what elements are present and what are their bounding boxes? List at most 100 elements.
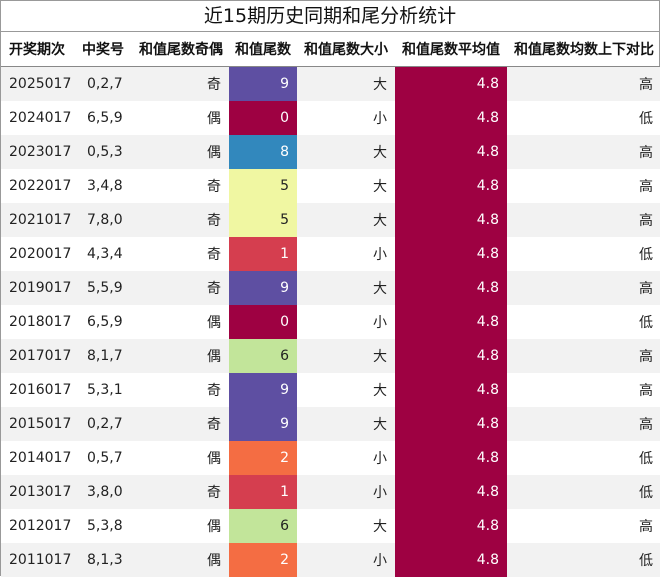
- header-average: 和值尾数平均值: [395, 32, 507, 67]
- cell-average: 4.8: [395, 135, 507, 169]
- cell-big-small: 大: [297, 271, 395, 305]
- cell-compare: 低: [507, 475, 660, 509]
- cell-average: 4.8: [395, 475, 507, 509]
- cell-tail: 8: [229, 135, 297, 169]
- cell-average: 4.8: [395, 373, 507, 407]
- cell-number: 8,1,7: [73, 339, 133, 373]
- cell-average: 4.8: [395, 203, 507, 237]
- cell-number: 0,5,7: [73, 441, 133, 475]
- cell-big-small: 大: [297, 373, 395, 407]
- cell-odd-even: 偶: [133, 543, 229, 577]
- cell-tail: 1: [229, 237, 297, 271]
- cell-tail: 2: [229, 543, 297, 577]
- table-row: 2015017 0,2,7 奇 9 大 4.8 高: [1, 407, 660, 441]
- cell-odd-even: 奇: [133, 66, 229, 101]
- cell-number: 6,5,9: [73, 305, 133, 339]
- cell-number: 8,1,3: [73, 543, 133, 577]
- cell-average: 4.8: [395, 237, 507, 271]
- cell-odd-even: 奇: [133, 407, 229, 441]
- cell-tail: 9: [229, 407, 297, 441]
- cell-number: 6,5,9: [73, 101, 133, 135]
- cell-odd-even: 偶: [133, 441, 229, 475]
- cell-number: 3,8,0: [73, 475, 133, 509]
- cell-tail: 1: [229, 475, 297, 509]
- table-row: 2017017 8,1,7 偶 6 大 4.8 高: [1, 339, 660, 373]
- cell-compare: 高: [507, 373, 660, 407]
- table-row: 2020017 4,3,4 奇 1 小 4.8 低: [1, 237, 660, 271]
- table-row: 2016017 5,3,1 奇 9 大 4.8 高: [1, 373, 660, 407]
- cell-number: 5,5,9: [73, 271, 133, 305]
- cell-odd-even: 偶: [133, 509, 229, 543]
- cell-issue: 2011017: [1, 543, 73, 577]
- cell-big-small: 大: [297, 407, 395, 441]
- cell-compare: 高: [507, 271, 660, 305]
- cell-tail: 9: [229, 66, 297, 101]
- cell-issue: 2017017: [1, 339, 73, 373]
- header-issue: 开奖期次: [1, 32, 73, 67]
- cell-big-small: 小: [297, 237, 395, 271]
- cell-big-small: 大: [297, 66, 395, 101]
- table-row: 2014017 0,5,7 偶 2 小 4.8 低: [1, 441, 660, 475]
- table-title: 近15期历史同期和尾分析统计: [1, 1, 659, 32]
- table-row: 2011017 8,1,3 偶 2 小 4.8 低: [1, 543, 660, 577]
- cell-odd-even: 奇: [133, 203, 229, 237]
- cell-tail: 9: [229, 271, 297, 305]
- cell-odd-even: 偶: [133, 135, 229, 169]
- cell-average: 4.8: [395, 339, 507, 373]
- cell-big-small: 大: [297, 169, 395, 203]
- cell-compare: 低: [507, 543, 660, 577]
- cell-compare: 低: [507, 237, 660, 271]
- cell-number: 7,8,0: [73, 203, 133, 237]
- cell-issue: 2012017: [1, 509, 73, 543]
- cell-odd-even: 偶: [133, 339, 229, 373]
- table-row: 2022017 3,4,8 奇 5 大 4.8 高: [1, 169, 660, 203]
- cell-issue: 2020017: [1, 237, 73, 271]
- cell-big-small: 大: [297, 339, 395, 373]
- cell-issue: 2021017: [1, 203, 73, 237]
- cell-compare: 低: [507, 441, 660, 475]
- cell-issue: 2022017: [1, 169, 73, 203]
- cell-odd-even: 偶: [133, 101, 229, 135]
- cell-big-small: 小: [297, 543, 395, 577]
- cell-issue: 2019017: [1, 271, 73, 305]
- cell-odd-even: 奇: [133, 237, 229, 271]
- cell-big-small: 小: [297, 305, 395, 339]
- cell-compare: 高: [507, 509, 660, 543]
- cell-issue: 2016017: [1, 373, 73, 407]
- cell-average: 4.8: [395, 101, 507, 135]
- cell-odd-even: 偶: [133, 305, 229, 339]
- cell-number: 0,5,3: [73, 135, 133, 169]
- cell-average: 4.8: [395, 66, 507, 101]
- table-row: 2019017 5,5,9 奇 9 大 4.8 高: [1, 271, 660, 305]
- table-row: 2013017 3,8,0 奇 1 小 4.8 低: [1, 475, 660, 509]
- cell-number: 5,3,8: [73, 509, 133, 543]
- cell-tail: 0: [229, 101, 297, 135]
- cell-average: 4.8: [395, 169, 507, 203]
- tail-stats-table: 开奖期次 中奖号 和值尾数奇偶 和值尾数 和值尾数大小 和值尾数平均值 和值尾数…: [1, 32, 660, 577]
- cell-average: 4.8: [395, 441, 507, 475]
- cell-number: 5,3,1: [73, 373, 133, 407]
- table-row: 2023017 0,5,3 偶 8 大 4.8 高: [1, 135, 660, 169]
- cell-issue: 2014017: [1, 441, 73, 475]
- cell-tail: 5: [229, 203, 297, 237]
- cell-compare: 高: [507, 66, 660, 101]
- table-row: 2024017 6,5,9 偶 0 小 4.8 低: [1, 101, 660, 135]
- cell-odd-even: 奇: [133, 169, 229, 203]
- cell-issue: 2013017: [1, 475, 73, 509]
- cell-big-small: 小: [297, 475, 395, 509]
- header-compare: 和值尾数均数上下对比: [507, 32, 660, 67]
- table-row: 2021017 7,8,0 奇 5 大 4.8 高: [1, 203, 660, 237]
- cell-issue: 2024017: [1, 101, 73, 135]
- header-row: 开奖期次 中奖号 和值尾数奇偶 和值尾数 和值尾数大小 和值尾数平均值 和值尾数…: [1, 32, 660, 67]
- cell-tail: 5: [229, 169, 297, 203]
- header-number: 中奖号: [73, 32, 133, 67]
- cell-big-small: 大: [297, 203, 395, 237]
- header-odd-even: 和值尾数奇偶: [133, 32, 229, 67]
- cell-issue: 2023017: [1, 135, 73, 169]
- cell-compare: 高: [507, 339, 660, 373]
- cell-big-small: 小: [297, 441, 395, 475]
- table-row: 2025017 0,2,7 奇 9 大 4.8 高: [1, 66, 660, 101]
- cell-tail: 2: [229, 441, 297, 475]
- header-tail: 和值尾数: [229, 32, 297, 67]
